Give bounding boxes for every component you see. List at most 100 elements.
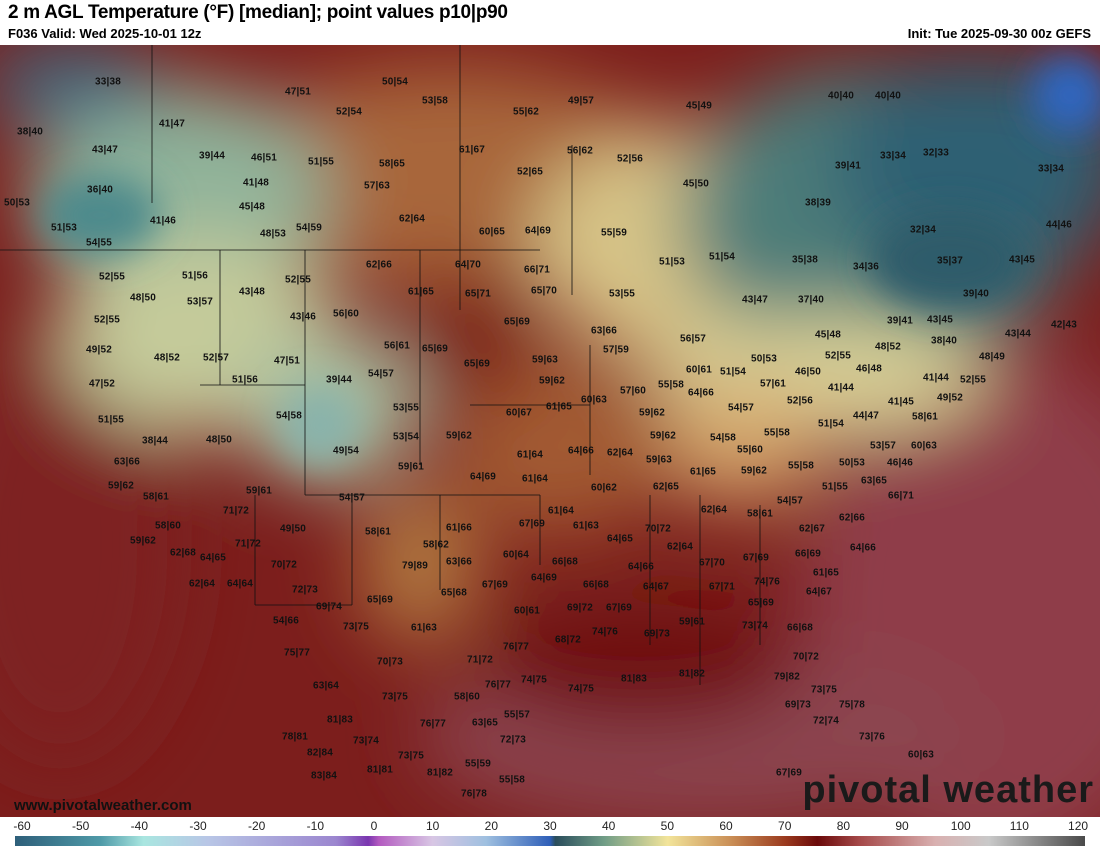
point-value-label: 54|66 xyxy=(272,615,300,627)
point-value-label: 64|70 xyxy=(454,259,482,271)
point-value-label: 61|65 xyxy=(545,401,573,413)
colorbar-tick-label: 10 xyxy=(426,819,440,833)
point-value-label: 46|46 xyxy=(886,457,914,469)
point-value-label: 74|75 xyxy=(567,683,595,695)
point-value-label: 64|64 xyxy=(226,578,254,590)
point-value-label: 56|57 xyxy=(679,333,707,345)
point-value-label: 48|50 xyxy=(129,292,157,304)
point-value-label: 52|65 xyxy=(516,166,544,178)
point-value-label: 59|62 xyxy=(538,375,566,387)
point-value-label: 71|72 xyxy=(234,538,262,550)
point-value-label: 61|64 xyxy=(547,505,575,517)
point-value-label: 65|69 xyxy=(463,358,491,370)
point-value-label: 66|68 xyxy=(786,622,814,634)
header: 2 m AGL Temperature (°F) [median]; point… xyxy=(0,0,1100,45)
point-value-label: 44|46 xyxy=(1045,219,1073,231)
point-value-label: 51|53 xyxy=(50,222,78,234)
point-value-label: 50|53 xyxy=(838,457,866,469)
point-value-label: 64|65 xyxy=(199,552,227,564)
point-value-label: 49|50 xyxy=(279,523,307,535)
point-value-label: 54|57 xyxy=(367,368,395,380)
point-value-label: 75|77 xyxy=(283,647,311,659)
point-value-label: 63|66 xyxy=(590,325,618,337)
point-value-label: 70|72 xyxy=(270,559,298,571)
point-value-label: 45|48 xyxy=(238,201,266,213)
pivotal-weather-logo: pivotal weather xyxy=(802,769,1094,811)
colorbar-gradient xyxy=(15,836,1085,846)
point-value-label: 82|84 xyxy=(306,747,334,759)
point-value-label: 62|65 xyxy=(652,481,680,493)
point-value-label: 52|56 xyxy=(616,153,644,165)
point-value-label: 73|75 xyxy=(381,691,409,703)
point-value-label: 64|67 xyxy=(805,586,833,598)
point-value-label: 51|54 xyxy=(708,251,736,263)
point-value-label: 59|63 xyxy=(645,454,673,466)
point-value-label: 66|68 xyxy=(551,556,579,568)
point-value-label: 51|56 xyxy=(231,374,259,386)
point-value-label: 52|55 xyxy=(98,271,126,283)
colorbar-tick-label: 20 xyxy=(484,819,499,833)
point-value-label: 53|54 xyxy=(392,431,420,443)
website-link[interactable]: www.pivotalweather.com xyxy=(14,797,192,814)
point-value-label: 58|62 xyxy=(422,539,450,551)
colorbar: -60 -50 -40 -30 -20 -10 0 10 20 30 40 50 60 70 80 90 100… xyxy=(0,817,1100,850)
point-value-label: 64|69 xyxy=(530,572,558,584)
point-value-label: 54|55 xyxy=(85,237,113,249)
point-value-label: 54|58 xyxy=(275,410,303,422)
point-value-label: 51|55 xyxy=(97,414,125,426)
temperature-map[interactable]: 33|38 38|40 43|47 47|51 50|54 53|58 52|54 55|62… xyxy=(0,45,1100,817)
point-value-label: 40|40 xyxy=(874,90,902,102)
point-value-label: 51|56 xyxy=(181,270,209,282)
point-value-label: 67|69 xyxy=(518,518,546,530)
colorbar-tick-label: 100 xyxy=(950,819,971,833)
point-value-label: 69|74 xyxy=(315,601,343,613)
point-value-label: 58|60 xyxy=(154,520,182,532)
point-value-label: 66|68 xyxy=(582,579,610,591)
point-value-label: 50|53 xyxy=(750,353,778,365)
point-value-label: 63|66 xyxy=(113,456,141,468)
colorbar-tick-label: 30 xyxy=(543,819,557,833)
colorbar-tick-label: 70 xyxy=(778,819,792,833)
point-value-label: 55|62 xyxy=(512,106,540,118)
point-value-label: 55|59 xyxy=(600,227,628,239)
point-value-label: 79|82 xyxy=(773,671,801,683)
point-value-label: 37|40 xyxy=(797,294,825,306)
point-value-label: 51|53 xyxy=(658,256,686,268)
point-value-label: 55|59 xyxy=(464,758,492,770)
point-value-label: 69|72 xyxy=(566,602,594,614)
point-value-label: 81|82 xyxy=(678,668,706,680)
point-value-label: 64|69 xyxy=(469,471,497,483)
point-value-label: 58|60 xyxy=(453,691,481,703)
point-value-label: 43|46 xyxy=(289,311,317,323)
point-value-label: 60|61 xyxy=(513,605,541,617)
point-value-label: 35|37 xyxy=(936,255,964,267)
point-value-label: 60|63 xyxy=(580,394,608,406)
point-value-label: 73|75 xyxy=(397,750,425,762)
point-value-label: 56|60 xyxy=(332,308,360,320)
point-value-label: 63|66 xyxy=(445,556,473,568)
point-value-label: 36|40 xyxy=(86,184,114,196)
point-value-label: 49|52 xyxy=(85,344,113,356)
colorbar-tick-label: 90 xyxy=(895,819,909,833)
point-value-label: 62|68 xyxy=(169,547,197,559)
colorbar-tick-label: 110 xyxy=(1009,819,1029,833)
point-value-label: 73|75 xyxy=(342,621,370,633)
colorbar-tick-label: 0 xyxy=(370,819,378,833)
point-value-label: 42|43 xyxy=(1050,319,1078,331)
point-value-label: 44|47 xyxy=(852,410,880,422)
point-value-label: 65|70 xyxy=(530,285,558,297)
point-value-label: 74|76 xyxy=(753,576,781,588)
point-value-label: 39|41 xyxy=(834,160,862,172)
point-value-label: 59|62 xyxy=(740,465,768,477)
point-value-label: 61|66 xyxy=(445,522,473,534)
point-value-label: 60|64 xyxy=(502,549,530,561)
point-value-label: 61|64 xyxy=(521,473,549,485)
point-value-label: 33|38 xyxy=(94,76,122,88)
point-value-label: 32|33 xyxy=(922,147,950,159)
point-value-label: 67|70 xyxy=(698,557,726,569)
point-value-label: 55|58 xyxy=(657,379,685,391)
point-value-label: 50|54 xyxy=(381,76,409,88)
point-value-label: 51|55 xyxy=(307,156,335,168)
point-value-label: 57|59 xyxy=(602,344,630,356)
point-value-label: 38|39 xyxy=(804,197,832,209)
